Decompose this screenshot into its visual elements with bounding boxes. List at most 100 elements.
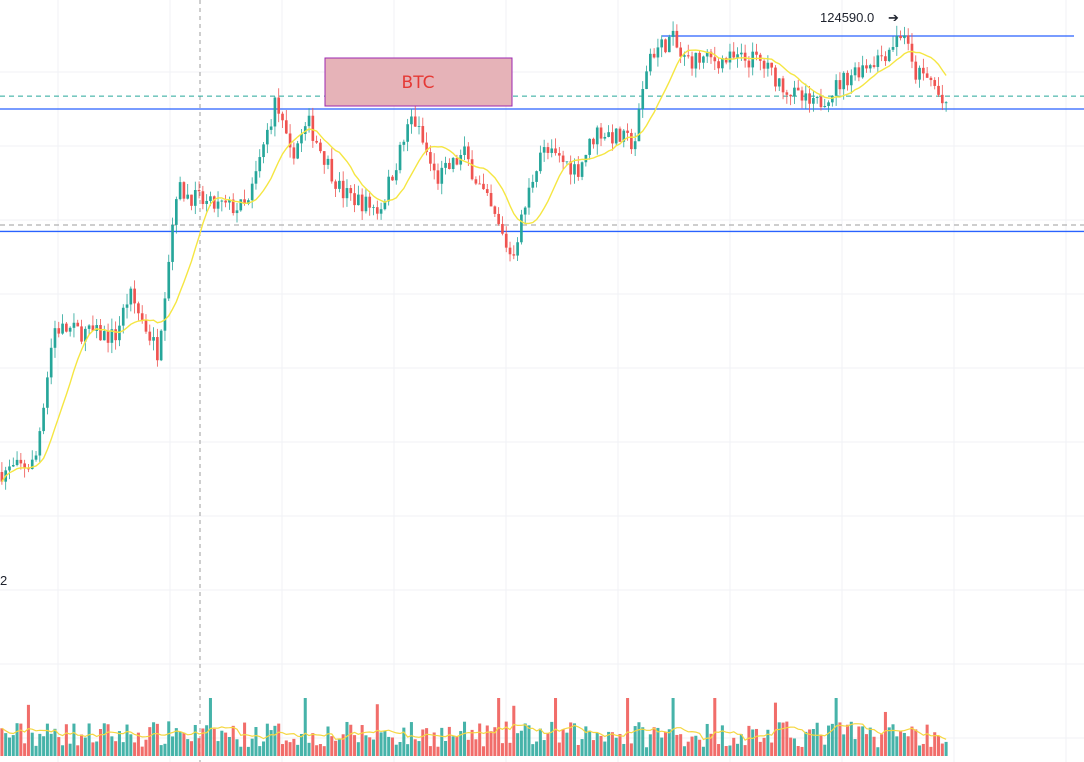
volume-bar xyxy=(421,729,425,756)
candle-body xyxy=(762,60,766,69)
candle-body xyxy=(520,214,523,243)
candle-body xyxy=(584,154,588,163)
volume-bar xyxy=(337,739,341,756)
candle-body xyxy=(933,80,937,86)
volume-bar xyxy=(4,733,8,756)
volume-bar xyxy=(284,740,288,756)
volume-bar xyxy=(193,724,197,756)
volume-bar xyxy=(262,741,266,756)
volume-bar xyxy=(808,729,812,756)
volume-bar xyxy=(902,732,906,756)
candle-body xyxy=(341,180,345,199)
volume-bar xyxy=(277,723,281,756)
candle-body xyxy=(250,183,254,201)
volume-bar xyxy=(512,705,516,756)
volume-bar xyxy=(743,745,747,756)
candle-body xyxy=(649,53,652,72)
volume-bar xyxy=(455,736,459,756)
volume-bar xyxy=(925,724,929,756)
volume-bar xyxy=(208,698,212,756)
candle-body xyxy=(345,188,349,199)
volume-bar xyxy=(406,744,410,756)
volume-bars xyxy=(0,698,948,756)
candle-body xyxy=(133,288,136,304)
candle-body xyxy=(307,115,311,127)
candle-body xyxy=(410,116,413,125)
candle-body xyxy=(239,199,243,211)
volume-bar xyxy=(940,743,944,756)
volume-bar xyxy=(910,726,914,756)
arrow-right-icon: ➔ xyxy=(888,10,899,25)
volume-bar xyxy=(610,732,614,756)
volume-bar xyxy=(205,725,209,756)
volume-bar xyxy=(485,725,489,756)
volume-bar xyxy=(652,727,656,756)
candle-body xyxy=(349,188,353,194)
volume-bar xyxy=(599,735,603,756)
volume-bar xyxy=(918,745,922,756)
candle-body xyxy=(740,52,743,55)
volume-bar xyxy=(7,737,11,756)
volume-bar xyxy=(466,739,470,756)
volume-bar xyxy=(117,731,121,756)
volume-bar xyxy=(554,698,558,756)
candle-body xyxy=(383,201,387,210)
candle-body xyxy=(743,52,747,61)
candle-body xyxy=(576,164,580,177)
candle-body xyxy=(614,128,618,144)
candle-body xyxy=(311,115,315,141)
candle-body xyxy=(592,138,595,145)
volume-bar xyxy=(428,746,432,756)
volume-bar xyxy=(239,746,243,756)
candle-body xyxy=(485,189,489,194)
candle-body xyxy=(258,157,262,172)
volume-bar xyxy=(95,741,99,756)
volume-bar xyxy=(493,727,497,756)
candle-body xyxy=(872,65,876,67)
candle-body xyxy=(0,472,4,482)
candle-body xyxy=(413,116,417,127)
volume-bar xyxy=(402,727,406,756)
candle-body xyxy=(899,35,902,39)
volume-bar xyxy=(500,743,504,756)
volume-bar xyxy=(580,739,584,756)
volume-bar xyxy=(474,739,478,756)
volume-bar xyxy=(827,725,831,756)
volume-bar xyxy=(0,728,4,756)
btc-label-box[interactable]: BTC xyxy=(324,57,513,107)
volume-bar xyxy=(690,736,694,756)
volume-bar xyxy=(937,735,941,756)
volume-bar xyxy=(49,733,53,756)
candle-body xyxy=(861,65,865,78)
volume-bar xyxy=(663,732,668,756)
candle-body xyxy=(463,146,466,156)
candle-body xyxy=(595,127,599,145)
candle-body xyxy=(922,67,925,74)
candle-body xyxy=(398,144,402,171)
candle-body xyxy=(842,72,846,90)
candle-body xyxy=(887,49,891,62)
candle-body xyxy=(190,194,193,206)
candle-body xyxy=(645,71,648,90)
volume-bar xyxy=(531,744,535,756)
volume-bar xyxy=(857,726,861,756)
volume-bar xyxy=(648,734,652,756)
volume-bar xyxy=(174,728,178,756)
volume-bar xyxy=(758,741,762,756)
volume-bar xyxy=(155,723,159,756)
candle-body xyxy=(914,61,918,80)
candle-body xyxy=(129,288,133,305)
volume-bar xyxy=(713,698,717,756)
candle-body xyxy=(65,323,68,332)
candle-body xyxy=(690,56,694,69)
candle-body xyxy=(417,126,421,127)
volume-bar xyxy=(698,739,702,756)
candle-body xyxy=(375,207,379,214)
volume-bar xyxy=(265,723,269,756)
candle-body xyxy=(823,106,827,108)
volume-bar xyxy=(796,746,800,756)
candle-body xyxy=(338,180,341,189)
volume-bar xyxy=(250,738,254,756)
